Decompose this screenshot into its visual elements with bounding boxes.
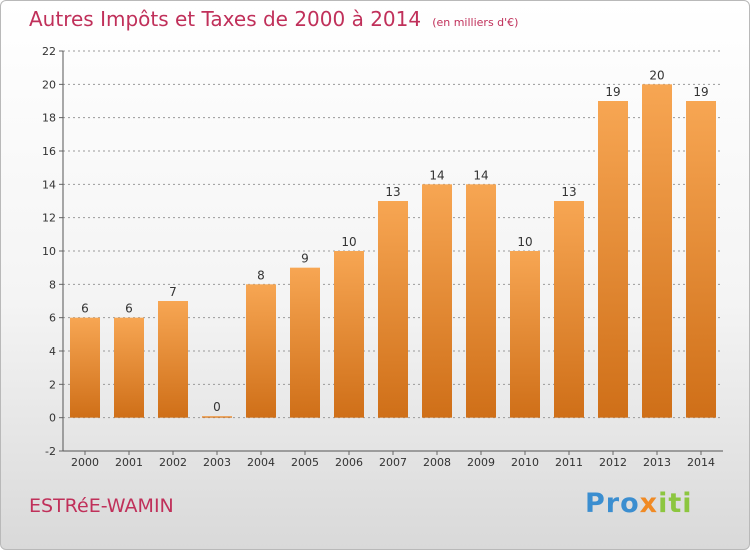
bar-2012 <box>598 101 628 418</box>
data-label-2004: 8 <box>257 268 265 282</box>
chart-title: Autres Impôts et Taxes de 2000 à 2014 <box>29 7 422 31</box>
data-label-2010: 10 <box>517 235 532 249</box>
bar-2001 <box>114 317 144 418</box>
x-tick-label-2007: 2007 <box>379 456 407 469</box>
data-label-2012: 19 <box>605 85 620 99</box>
y-tick-label: 8 <box>49 278 56 291</box>
y-tick-label: 10 <box>42 245 56 258</box>
data-label-2011: 13 <box>561 185 576 199</box>
logo-part-2: x <box>639 488 659 519</box>
bar-2007 <box>378 201 408 418</box>
bar-2005 <box>290 267 320 418</box>
y-tick-label: 6 <box>49 312 56 325</box>
data-label-2013: 20 <box>649 68 664 82</box>
data-label-2008: 14 <box>429 168 444 182</box>
bar-2009 <box>466 184 496 418</box>
y-tick-label: 4 <box>49 345 56 358</box>
y-tick-label: 16 <box>42 145 56 158</box>
x-tick-label-2005: 2005 <box>291 456 319 469</box>
x-tick-label-2008: 2008 <box>423 456 451 469</box>
y-tick-label: 14 <box>42 178 56 191</box>
x-tick-label-2010: 2010 <box>511 456 539 469</box>
x-tick-label-2009: 2009 <box>467 456 495 469</box>
x-tick-label-2011: 2011 <box>555 456 583 469</box>
logo-part-1: Pro <box>585 488 640 519</box>
bar-2010 <box>510 251 540 418</box>
chart-unit: (en milliers d'€) <box>432 16 519 29</box>
data-label-2014: 19 <box>693 85 708 99</box>
y-tick-label: 20 <box>42 78 56 91</box>
bar-2011 <box>554 201 584 418</box>
x-tick-label-2006: 2006 <box>335 456 363 469</box>
data-label-2000: 6 <box>81 302 89 316</box>
x-tick-label-2003: 2003 <box>203 456 231 469</box>
proxiti-logo[interactable]: Proxiti <box>585 488 693 519</box>
bar-2006 <box>334 251 364 418</box>
y-tick-label: 22 <box>42 45 56 58</box>
x-tick-label-2002: 2002 <box>159 456 187 469</box>
bar-2014 <box>686 101 716 418</box>
data-label-2003: 0 <box>213 400 221 414</box>
data-label-2007: 13 <box>385 185 400 199</box>
data-label-2001: 6 <box>125 302 133 316</box>
x-tick-label-2012: 2012 <box>599 456 627 469</box>
data-label-2006: 10 <box>341 235 356 249</box>
y-tick-label: 2 <box>49 378 56 391</box>
y-tick-label: -2 <box>45 445 56 458</box>
logo-part-3: iti <box>658 488 693 519</box>
y-tick-label: 12 <box>42 212 56 225</box>
commune-name: ESTRéE-WAMIN <box>29 495 174 517</box>
bar-2000 <box>70 317 100 418</box>
data-label-2005: 9 <box>301 252 309 266</box>
bar-2013 <box>642 84 672 418</box>
x-tick-label-2000: 2000 <box>71 456 99 469</box>
data-label-2002: 7 <box>169 285 177 299</box>
y-tick-label: 0 <box>49 412 56 425</box>
bar-2003 <box>202 416 232 418</box>
x-tick-label-2014: 2014 <box>687 456 715 469</box>
data-label-2009: 14 <box>473 168 488 182</box>
x-tick-label-2001: 2001 <box>115 456 143 469</box>
x-tick-label-2004: 2004 <box>247 456 275 469</box>
bar-2008 <box>422 184 452 418</box>
chart-title-block: Autres Impôts et Taxes de 2000 à 2014 (e… <box>29 7 518 31</box>
y-tick-label: 18 <box>42 112 56 125</box>
x-tick-label-2013: 2013 <box>643 456 671 469</box>
bar-2002 <box>158 301 188 418</box>
bar-2004 <box>246 284 276 418</box>
